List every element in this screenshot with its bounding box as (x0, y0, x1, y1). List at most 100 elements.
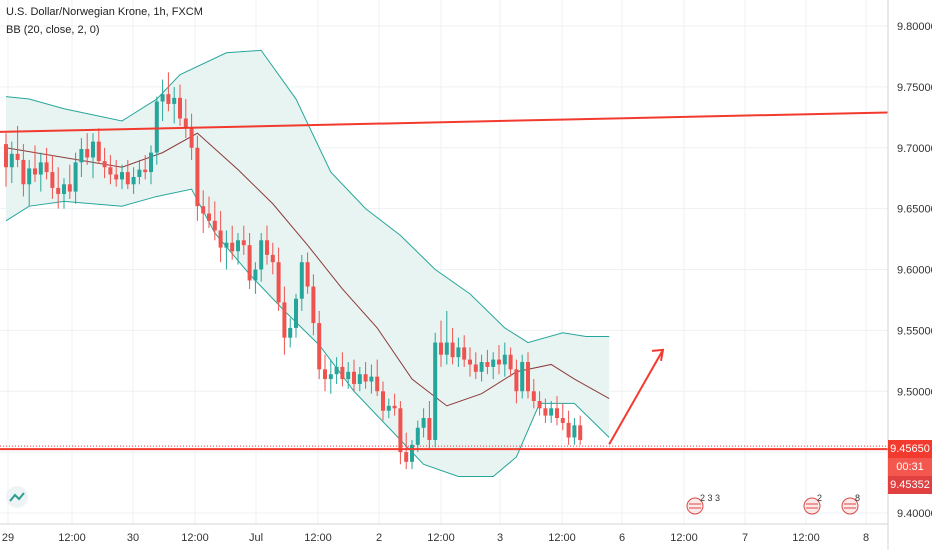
tradingview-logo-icon[interactable] (6, 486, 28, 508)
candle (537, 391, 542, 416)
candle-body (479, 362, 484, 372)
candle-body (381, 391, 385, 411)
candle-body (305, 262, 310, 287)
candle (508, 347, 513, 377)
candle (375, 359, 380, 397)
event-count-label: 8 (855, 493, 860, 503)
candle-body (160, 94, 165, 102)
candle (131, 167, 136, 195)
candle-body (497, 359, 501, 365)
candle (526, 352, 530, 399)
candle-body (340, 366, 345, 380)
candle (288, 318, 293, 348)
candle (212, 201, 217, 241)
candle (218, 211, 223, 263)
candle (137, 159, 142, 185)
candle (543, 398, 548, 423)
candle (450, 327, 455, 365)
us-flag-icon: 2 3 3 (686, 493, 720, 515)
candle (207, 196, 211, 229)
time-tick-label: 12:00 (548, 532, 576, 544)
candle-body (433, 342, 438, 440)
candle-body (15, 153, 20, 160)
candle-body (294, 298, 298, 328)
indicator-label[interactable]: BB (20, close, 2, 0) (6, 24, 100, 36)
time-tick-label: 2 (376, 532, 382, 544)
candle-body (386, 405, 391, 411)
candle (166, 72, 171, 112)
candle-body (398, 408, 403, 453)
candle (230, 225, 235, 260)
us-flag-icon: 2 (803, 493, 822, 515)
candle (160, 79, 165, 121)
candle (21, 144, 26, 197)
economic-events[interactable]: 2 3 3 2 8 (686, 493, 860, 515)
candle-body (270, 254, 275, 263)
time-tick-label: 30 (127, 532, 139, 544)
candle-body (218, 230, 223, 248)
candle (555, 396, 559, 426)
price-tick-label: 9.50000 (897, 386, 932, 398)
candle-body (253, 269, 258, 281)
price-tick-label: 9.70000 (897, 143, 932, 155)
candle-body (473, 364, 478, 372)
candle-body (485, 362, 490, 367)
candle (241, 225, 246, 255)
candle-body (537, 400, 542, 409)
candle-body (56, 187, 61, 195)
bollinger-upper-line (5, 49, 610, 344)
candle (578, 415, 583, 445)
candle-body (543, 408, 548, 416)
time-scale[interactable]: 29 12:00 30 12:00 Jul 12:00 2 12:00 3 12:00 6 12:00… (0, 523, 888, 544)
candle (299, 254, 304, 311)
candle (439, 320, 443, 367)
candle (433, 332, 438, 448)
candle-body (415, 427, 420, 445)
candle-body (444, 342, 449, 355)
candle (363, 362, 368, 389)
candle-body (450, 342, 455, 358)
candle (572, 418, 577, 445)
candle-body (149, 152, 153, 173)
candle-body (79, 148, 84, 163)
candle-body (288, 327, 293, 338)
candle (236, 232, 240, 265)
symbol-title[interactable]: U.S. Dollar/Norwegian Krone, 1h, FXCM (6, 6, 203, 18)
candle-body (531, 391, 536, 401)
candle-body (502, 354, 507, 365)
candle (50, 155, 55, 199)
candle-body (282, 302, 287, 338)
candle (317, 310, 322, 380)
candle-body (131, 176, 136, 185)
candle-body (508, 354, 513, 370)
user-drawings[interactable] (0, 111, 889, 451)
candle-body (21, 159, 26, 185)
candle-body (85, 148, 90, 158)
candle (56, 167, 61, 209)
candle-body (125, 172, 130, 185)
candle (265, 225, 269, 265)
candle (102, 147, 107, 179)
candle-body (44, 162, 49, 173)
candle-body (404, 452, 409, 462)
candle (520, 354, 525, 399)
candle (120, 164, 124, 190)
candle-body (178, 97, 182, 119)
candle (125, 159, 130, 190)
candle (352, 359, 356, 392)
candle-body (265, 240, 269, 255)
candle (479, 354, 484, 382)
candle (247, 232, 252, 289)
time-tick-label: 3 (497, 532, 503, 544)
time-tick-label: 7 (742, 532, 748, 544)
candle-body (369, 376, 374, 382)
candle (201, 190, 206, 233)
time-tick-label: 29 (2, 532, 14, 544)
candle (143, 155, 148, 180)
candle (462, 335, 467, 367)
candle-body (491, 359, 496, 367)
candle-body (38, 162, 43, 175)
candle-body (357, 374, 362, 384)
candle (114, 159, 119, 187)
